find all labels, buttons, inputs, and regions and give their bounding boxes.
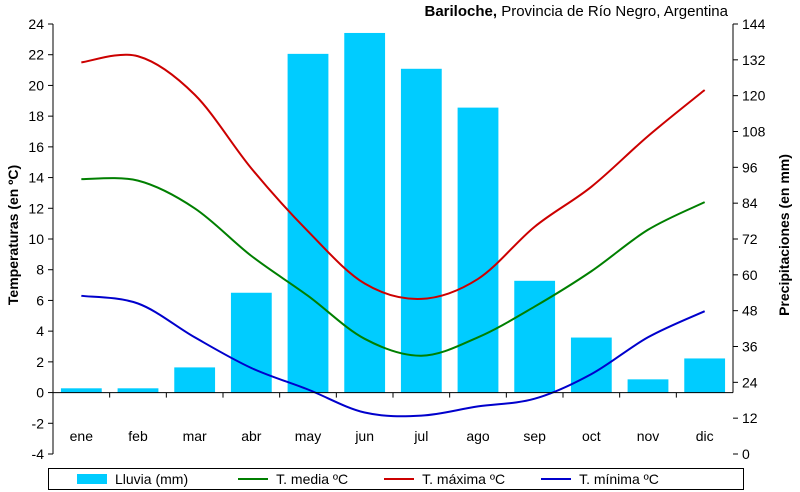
left-tick-label: 16 <box>28 139 44 155</box>
right-tick-label: 0 <box>742 446 750 462</box>
right-tick-label: 72 <box>742 231 758 247</box>
rain-bar-feb <box>117 388 159 393</box>
right-tick-label: 132 <box>742 52 766 68</box>
left-tick-label: 8 <box>36 262 44 278</box>
chart-axes <box>48 23 738 455</box>
category-label-mar: mar <box>183 428 207 444</box>
category-label-sep: sep <box>523 428 546 444</box>
right-tick-label: 120 <box>742 88 766 104</box>
left-tick-label: 10 <box>28 231 44 247</box>
rain-bars <box>60 32 726 393</box>
y-axis-label-right: Precipitaciones (en mm) <box>776 154 792 316</box>
legend-item-mean: T. media ºC <box>238 471 348 487</box>
left-tick-label: 22 <box>28 47 44 63</box>
legend-item-rain: Lluvia (mm) <box>77 471 188 487</box>
chart-title: Bariloche, Provincia de Río Negro, Argen… <box>425 3 729 20</box>
series-line-2 <box>81 294 706 418</box>
legend-label-rain: Lluvia (mm) <box>115 471 189 487</box>
category-label-ago: ago <box>466 428 490 444</box>
right-tick-label: 60 <box>742 267 758 283</box>
y-axis-label-left: Temperaturas (en ºC) <box>5 165 21 305</box>
left-tick-label: 2 <box>36 354 44 370</box>
legend-swatch-mean <box>238 478 269 480</box>
category-label-oct: oct <box>582 428 601 444</box>
rain-bar-may <box>287 53 329 393</box>
temperature-lines <box>81 53 706 418</box>
left-tick-label: -2 <box>32 415 45 431</box>
category-label-nov: nov <box>637 428 660 444</box>
series-line-1 <box>81 53 706 300</box>
right-tick-label: 144 <box>742 16 766 32</box>
rain-bar-abr <box>230 292 272 393</box>
right-tick-label: 84 <box>742 195 758 211</box>
left-tick-label: 4 <box>36 323 44 339</box>
legend-swatch-max <box>384 478 415 480</box>
legend-swatch-min <box>541 478 572 480</box>
rain-bar-dic <box>684 358 726 393</box>
chart-title-region: Provincia de Río Negro, Argentina <box>497 3 728 20</box>
right-tick-label: 12 <box>742 410 758 426</box>
category-label-feb: feb <box>128 428 148 444</box>
category-label-jun: jun <box>354 428 374 444</box>
chart-title-city: Bariloche, <box>424 3 498 20</box>
right-tick-label: 96 <box>742 159 758 175</box>
left-tick-label: 12 <box>28 200 44 216</box>
rain-bar-mar <box>174 367 216 393</box>
right-tick-label: 108 <box>742 124 766 140</box>
left-tick-label: 18 <box>28 108 44 124</box>
legend-item-min: T. mínima ºC <box>541 471 659 487</box>
left-tick-label: -4 <box>32 446 45 462</box>
category-label-abr: abr <box>241 428 262 444</box>
rain-bar-jun <box>344 32 386 393</box>
chart-legend: Lluvia (mm) T. media ºC T. máxima ºC T. … <box>48 468 744 490</box>
right-tick-label: 48 <box>742 303 758 319</box>
legend-label-min: T. mínima ºC <box>579 471 659 487</box>
right-tick-label: 36 <box>742 339 758 355</box>
left-tick-label: 24 <box>28 16 44 32</box>
tick-labels: -4-2024681012141618202224012243648607284… <box>28 16 765 462</box>
legend-label-mean: T. media ºC <box>276 471 349 487</box>
right-tick-label: 24 <box>742 374 758 390</box>
left-tick-label: 20 <box>28 77 44 93</box>
rain-bar-ago <box>457 107 499 393</box>
left-tick-label: 14 <box>28 170 44 186</box>
legend-swatch-rain <box>77 474 107 484</box>
rain-bar-ene <box>60 388 102 393</box>
left-tick-label: 6 <box>36 292 44 308</box>
rain-bar-jul <box>400 68 442 393</box>
category-label-may: may <box>295 428 321 444</box>
rain-bar-nov <box>627 379 669 393</box>
category-label-ene: ene <box>70 428 94 444</box>
series-line-0 <box>81 177 706 357</box>
category-label-jul: jul <box>413 428 428 444</box>
category-label-dic: dic <box>696 428 714 444</box>
legend-label-max: T. máxima ºC <box>422 471 506 487</box>
left-tick-label: 0 <box>36 385 44 401</box>
legend-item-max: T. máxima ºC <box>384 471 505 487</box>
